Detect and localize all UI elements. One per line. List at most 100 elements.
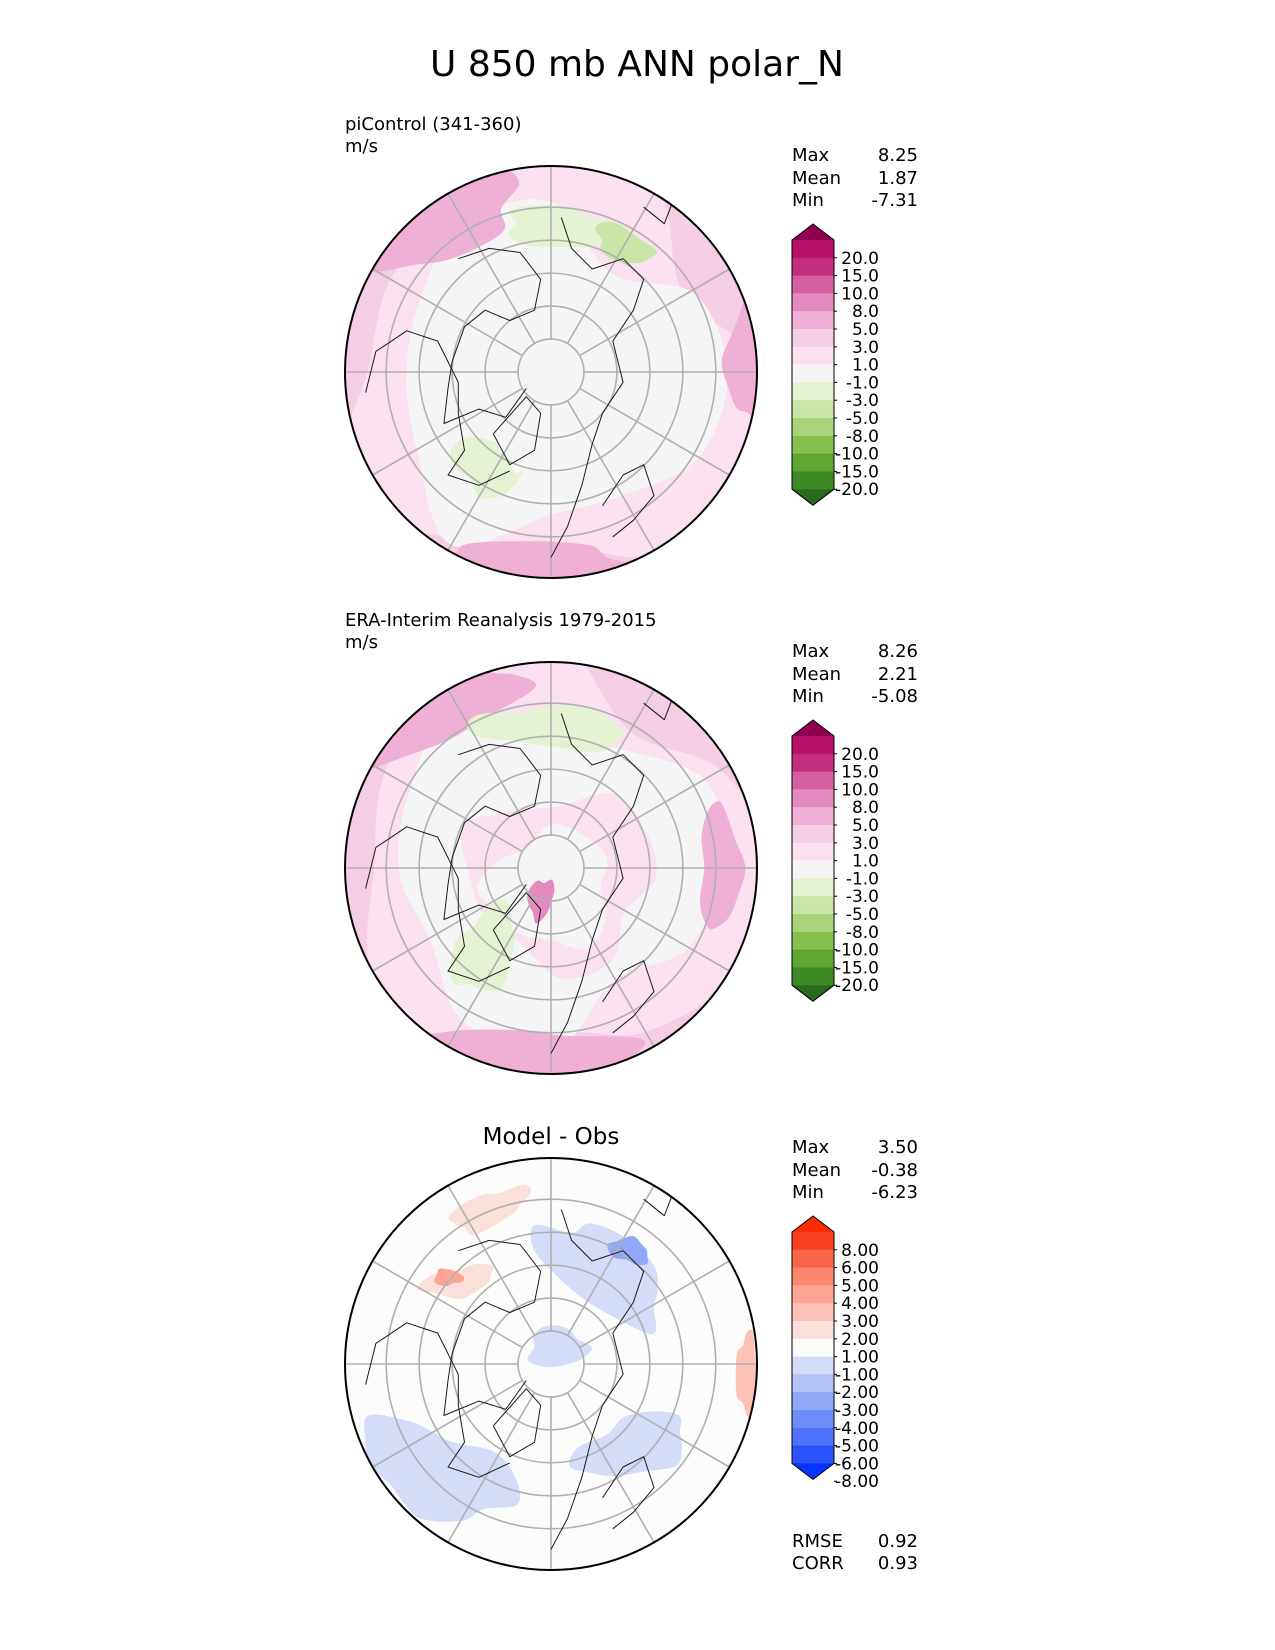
meridian-line	[579, 764, 730, 853]
field-contours	[345, 662, 757, 1074]
colorbar-segment	[792, 789, 834, 808]
colorbar: 8.006.005.004.003.002.001.00-1.00-2.00-3…	[791, 1215, 879, 1492]
coastline	[492, 1388, 542, 1458]
meridian-line	[566, 193, 655, 344]
panel-era-interim: ERA-Interim Reanalysis 1979-2015 m/s Max…	[344, 610, 918, 1075]
colorbar-tick-label: -5.0	[846, 905, 879, 925]
stats-block: Max 8.26 Mean 2.21 Min -5.08	[792, 641, 918, 707]
stat-min-label: Min	[792, 190, 824, 211]
meridian-line	[447, 1392, 536, 1543]
coastline	[602, 960, 655, 1034]
colorbar-tick-label: 4.00	[841, 1294, 879, 1314]
colorbar-tick-label: 20.0	[841, 249, 879, 269]
colorbar: 20.015.010.08.05.03.01.0-1.0-3.0-5.0-8.0…	[791, 719, 879, 1002]
stat-max-label: Max	[792, 1137, 830, 1158]
panel-units: m/s	[345, 136, 378, 157]
colorbar-segment	[792, 1427, 834, 1447]
colorbar-segment	[792, 1285, 834, 1304]
coastline	[443, 1239, 542, 1416]
colorbar-tick-label: -1.0	[846, 869, 879, 889]
coastline	[550, 713, 645, 1054]
field-band	[527, 879, 555, 924]
colorbar-extend-min	[792, 489, 834, 506]
colorbar-tick-label: -10.0	[835, 941, 879, 961]
stats-block: Max 3.50 Mean -0.38 Min -6.23	[792, 1137, 918, 1203]
colorbar-tick-label: 20.0	[841, 745, 879, 765]
colorbar-tick-label: 5.00	[841, 1276, 879, 1296]
colorbar-segment	[792, 275, 834, 294]
field-contours	[345, 1158, 757, 1570]
colorbar-tick-label: -15.0	[835, 958, 879, 978]
colorbar-segment	[792, 311, 834, 330]
colorbar-segment	[792, 967, 834, 986]
coastline	[492, 396, 542, 466]
colorbar-tick-label: -3.0	[846, 887, 879, 907]
colorbar-segment	[792, 1374, 834, 1393]
colorbar-tick-label: 1.00	[841, 1348, 879, 1368]
meridian-line	[447, 193, 536, 344]
stat-mean-value: 1.87	[878, 168, 918, 189]
colorbar-tick-label: -8.0	[846, 923, 879, 943]
meridian-line	[372, 764, 523, 853]
colorbar-tick-label: -8.00	[835, 1472, 879, 1492]
colorbar-tick-label: -8.0	[846, 427, 879, 447]
colorbar-segment	[792, 240, 834, 259]
meridian-line	[579, 883, 730, 972]
polar-map	[344, 1157, 758, 1571]
meridian-line	[566, 400, 655, 551]
coastline	[443, 247, 542, 424]
meridian-line	[579, 268, 730, 357]
diff-band	[364, 1414, 521, 1522]
meridian-line	[372, 1260, 523, 1349]
colorbar-segment	[792, 293, 834, 312]
stat-min-value: -7.31	[871, 190, 918, 211]
stat-min-value: -6.23	[871, 1182, 918, 1203]
stat-max-value: 8.25	[878, 145, 918, 166]
colorbar-extend-min	[792, 1463, 834, 1480]
colorbar-segment	[792, 1249, 834, 1269]
metric-rmse-label: RMSE	[792, 1531, 843, 1552]
colorbar-tick-label: 10.0	[841, 780, 879, 800]
coastline	[602, 464, 655, 538]
colorbar-tick-label: -20.0	[835, 976, 879, 996]
panel-title: ERA-Interim Reanalysis 1979-2015	[345, 610, 657, 631]
stats-block: Max 8.25 Mean 1.87 Min -7.31	[792, 145, 918, 211]
metric-rmse-value: 0.92	[878, 1531, 918, 1552]
graticule	[345, 166, 757, 578]
diff-band	[735, 1329, 757, 1419]
colorbar-segment	[792, 1321, 834, 1340]
coastline	[550, 217, 645, 558]
colorbar-tick-label: 15.0	[841, 763, 879, 783]
colorbar-tick-label: 15.0	[841, 267, 879, 287]
figure-title: U 850 mb ANN polar_N	[430, 44, 844, 85]
field-band	[497, 386, 555, 474]
meridian-line	[566, 689, 655, 840]
metrics-block: RMSE 0.92 CORR 0.93	[792, 1531, 918, 1574]
colorbar-segment	[792, 736, 834, 755]
meridian-line	[447, 400, 536, 551]
field-contours	[345, 166, 757, 578]
colorbar-segment	[792, 896, 834, 915]
colorbar-segment	[792, 346, 834, 366]
colorbar-extend-min	[792, 985, 834, 1002]
coastline	[365, 1322, 511, 1478]
stat-mean-value: -0.38	[871, 1160, 918, 1181]
colorbar-segment	[792, 471, 834, 490]
polar-map	[344, 165, 758, 579]
coastline	[365, 330, 511, 486]
colorbar-tick-label: -1.00	[835, 1365, 879, 1385]
colorbar-extend-max	[792, 1216, 834, 1232]
colorbar-tick-label: -10.0	[835, 445, 879, 465]
panel-model-minus-obs: Model - Obs Max 3.50 Mean -0.38 Min -6.2…	[344, 1124, 918, 1574]
colorbar-tick-label: 3.00	[841, 1312, 879, 1332]
colorbar-segment	[792, 257, 834, 277]
colorbar-tick-label: -20.0	[835, 480, 879, 500]
stat-max-value: 8.26	[878, 641, 918, 662]
colorbar-segment	[792, 418, 834, 437]
colorbar-tick-label: 1.0	[852, 356, 879, 376]
graticule	[345, 662, 757, 1074]
colorbar-tick-label: 8.0	[852, 798, 879, 818]
meridian-line	[566, 1185, 655, 1336]
meridian-line	[447, 689, 536, 840]
